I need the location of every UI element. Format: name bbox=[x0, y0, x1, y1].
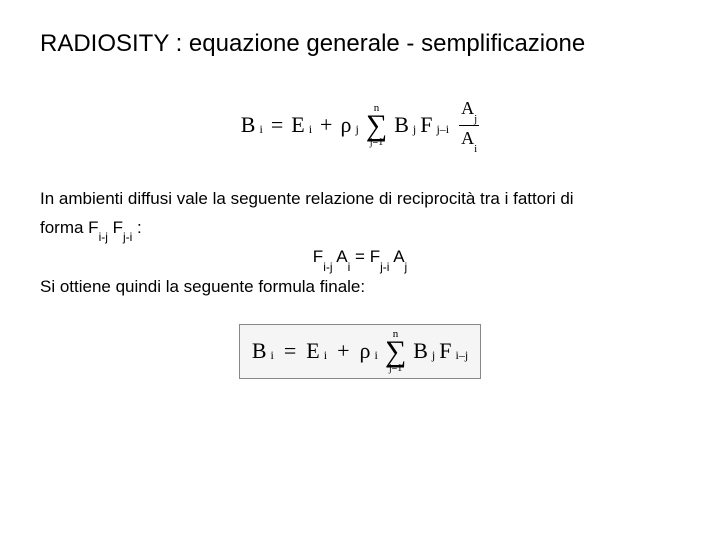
rec-A1-sub: i bbox=[348, 260, 351, 274]
eq2-sigma-sym: ∑ bbox=[385, 340, 406, 364]
eq2-Bj-sub: j bbox=[432, 348, 435, 363]
eq1-rho: ρ bbox=[340, 112, 351, 138]
eq1-B-sub: i bbox=[259, 122, 262, 137]
slide-title: RADIOSITY : equazione generale - semplif… bbox=[40, 30, 680, 58]
eq1-Bj: B bbox=[394, 112, 409, 138]
eq1-sigma-bot: j=1 bbox=[370, 138, 383, 148]
rec-F2: F bbox=[370, 247, 380, 266]
eq2-sigma-bot: j=1 bbox=[389, 364, 402, 374]
paragraph-1-line-a: In ambienti diffusi vale la seguente rel… bbox=[40, 188, 680, 211]
eq2-B-sub: i bbox=[271, 348, 274, 363]
rec-F1: F bbox=[313, 247, 323, 266]
eq1-frac-bot: Ai bbox=[459, 128, 479, 153]
eq1-sigma: n ∑ j=1 bbox=[366, 103, 387, 148]
eq1-plus: + bbox=[320, 112, 332, 138]
eq1-rho-sub: j bbox=[355, 122, 358, 137]
eq1-frac-top: Aj bbox=[459, 98, 479, 123]
rec-F1-sub: i-j bbox=[323, 260, 332, 274]
p1b-mid: F bbox=[108, 218, 123, 237]
eq2-E-sub: i bbox=[324, 348, 327, 363]
p1b-prefix: forma F bbox=[40, 218, 99, 237]
rec-F2-sub: j-i bbox=[380, 260, 389, 274]
eq1-B: B bbox=[241, 112, 256, 138]
eq1-eqsign: = bbox=[271, 112, 283, 138]
eq2-Fij-sub: i–j bbox=[456, 348, 469, 363]
eq1-Fji-sub: j–i bbox=[436, 122, 449, 137]
eq1-frac-top-A: A bbox=[461, 98, 474, 118]
eq1-E: E bbox=[291, 112, 304, 138]
eq2-B: B bbox=[252, 338, 267, 364]
eq2-plus: + bbox=[337, 338, 349, 364]
rec-A2-sub: j bbox=[405, 260, 408, 274]
eq1-E-sub: i bbox=[309, 122, 312, 137]
rec-A2: A bbox=[389, 247, 404, 266]
eq1-Bj-sub: j bbox=[413, 122, 416, 137]
eq1-fraction: Aj Ai bbox=[459, 98, 479, 153]
paragraph-2: Si ottiene quindi la seguente formula fi… bbox=[40, 276, 680, 299]
equation-1: Bi = Ei + ρj n ∑ j=1 Bj Fj–i Aj Ai bbox=[241, 98, 479, 153]
reciprocity-equation: Fi-j Ai = Fj-i Aj bbox=[40, 247, 680, 269]
eq1-frac-bot-sub: i bbox=[474, 143, 477, 155]
p1b-sub2: j-i bbox=[123, 230, 132, 244]
eq2-Fij: F bbox=[439, 338, 451, 364]
p1b-suffix: : bbox=[132, 218, 141, 237]
equation-1-row: Bi = Ei + ρj n ∑ j=1 Bj Fj–i Aj Ai bbox=[40, 98, 680, 153]
paragraph-1-line-b: forma Fi-j Fj-i : bbox=[40, 217, 680, 242]
equation-2-row: Bi = Ei + ρi n ∑ j=1 Bj Fi–j bbox=[40, 324, 680, 379]
p1b-sub1: i-j bbox=[99, 230, 108, 244]
eq1-Fji: F bbox=[420, 112, 432, 138]
eq2-E: E bbox=[306, 338, 319, 364]
eq1-frac-top-sub: j bbox=[474, 113, 477, 125]
eq2-rho: ρ bbox=[360, 338, 371, 364]
eq2-sigma: n ∑ j=1 bbox=[385, 329, 406, 374]
eq1-sigma-sym: ∑ bbox=[366, 114, 387, 138]
eq2-rho-sub: i bbox=[374, 348, 377, 363]
eq1-frac-bot-A: A bbox=[461, 128, 474, 148]
slide-container: RADIOSITY : equazione generale - semplif… bbox=[0, 0, 720, 409]
rec-eq: = bbox=[350, 247, 369, 266]
equation-2: Bi = Ei + ρi n ∑ j=1 Bj Fi–j bbox=[239, 324, 481, 379]
rec-A1: A bbox=[333, 247, 348, 266]
eq2-Bj: B bbox=[413, 338, 428, 364]
eq2-eqsign: = bbox=[284, 338, 296, 364]
